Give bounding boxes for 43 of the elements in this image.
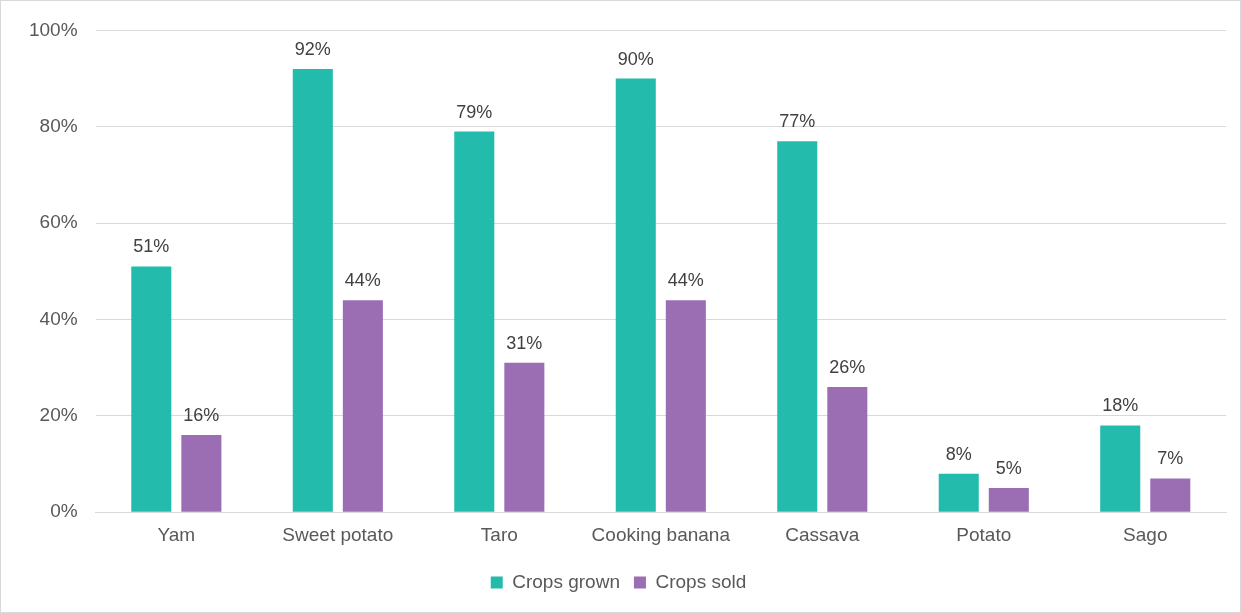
- y-tick-label: 80%: [39, 114, 78, 136]
- x-tick-label: Sweet potato: [282, 523, 394, 545]
- bar: [1100, 425, 1141, 512]
- y-tick-label: 40%: [39, 307, 78, 329]
- x-tick-label: Taro: [480, 523, 518, 545]
- data-label: 79%: [456, 101, 493, 122]
- data-label: 26%: [829, 356, 866, 377]
- bar: [181, 435, 222, 512]
- data-label: 77%: [779, 111, 816, 132]
- bar: [292, 68, 333, 512]
- data-label: 7%: [1157, 448, 1184, 469]
- x-tick-label: Sago: [1123, 523, 1168, 545]
- bar: [665, 300, 706, 512]
- x-tick-label: Potato: [956, 523, 1012, 545]
- bar: [1150, 478, 1191, 512]
- data-label: 44%: [667, 270, 704, 291]
- data-label: 5%: [995, 458, 1022, 479]
- y-tick-label: 0%: [50, 500, 78, 522]
- y-tick-label: 60%: [39, 211, 78, 233]
- bar: [827, 386, 868, 512]
- y-tick-label: 20%: [39, 404, 78, 426]
- bar: [938, 473, 979, 512]
- x-tick-label: Yam: [157, 523, 196, 545]
- legend-label: Crops grown: [512, 570, 620, 592]
- data-label: 44%: [344, 270, 381, 291]
- bar: [342, 300, 383, 512]
- x-tick-label: Cassava: [785, 523, 860, 545]
- bar: [988, 488, 1029, 512]
- data-label: 90%: [617, 48, 654, 69]
- bar: [504, 362, 545, 512]
- x-tick-label: Cooking banana: [591, 523, 731, 545]
- data-label: 8%: [945, 443, 972, 464]
- bar: [615, 78, 656, 512]
- bar: [131, 266, 172, 512]
- data-label: 16%: [183, 405, 220, 426]
- data-label: 31%: [506, 332, 543, 353]
- data-label: 51%: [133, 236, 170, 257]
- data-label: 18%: [1102, 395, 1139, 416]
- y-tick-label: 100%: [28, 18, 78, 40]
- bar: [454, 131, 495, 512]
- legend-label: Crops sold: [655, 570, 747, 592]
- data-label: 92%: [294, 38, 331, 59]
- bar: [777, 141, 818, 512]
